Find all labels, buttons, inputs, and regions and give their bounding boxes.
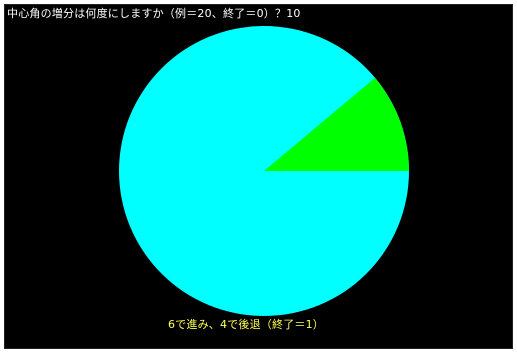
pie-canvas bbox=[119, 26, 409, 316]
status-hint-text: 6で進み、4で後退（終了＝1） bbox=[168, 318, 324, 331]
prompt-text: 中心角の増分は何度にしますか（例＝20、終了＝0）？10 bbox=[7, 7, 301, 20]
pie-highlight-sector bbox=[264, 77, 409, 171]
console-screen: 中心角の増分は何度にしますか（例＝20、終了＝0）？10 6で進み、4で後退（終… bbox=[4, 4, 513, 349]
